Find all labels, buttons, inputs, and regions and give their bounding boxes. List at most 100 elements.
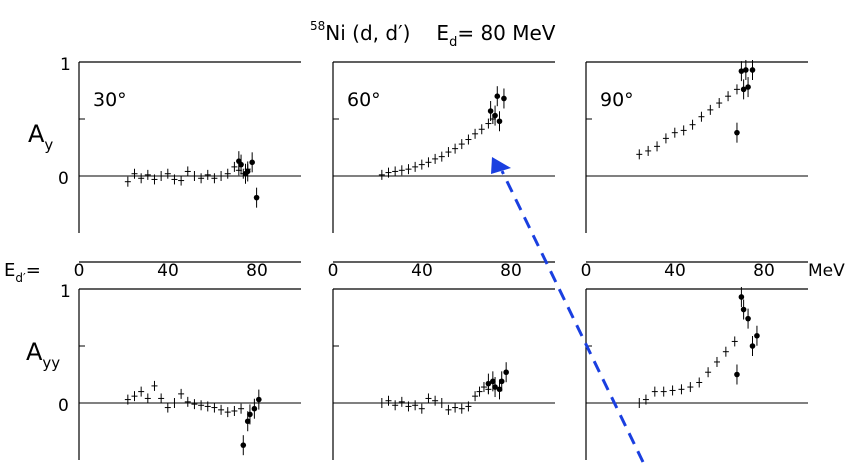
panel-Ay-30: 30° [78, 61, 301, 233]
filled-data-point [749, 59, 756, 80]
title-beam-sub: d [449, 35, 457, 50]
data-point [485, 118, 492, 129]
data-point [716, 98, 723, 109]
filled-data-point [487, 101, 494, 122]
data-point [418, 403, 425, 414]
data-point [144, 169, 151, 180]
data-point [198, 400, 205, 411]
filled-point-dot [240, 442, 247, 448]
data-point [238, 403, 245, 414]
filled-data-point [238, 154, 244, 175]
data-point [131, 391, 138, 402]
filled-data-point [498, 371, 505, 392]
filled-data-point [501, 88, 507, 109]
data-point [705, 367, 712, 378]
data-point [669, 385, 676, 396]
row-label-ayy-sub: yy [42, 354, 60, 372]
xtick-p3-40: 40 [664, 261, 686, 281]
data-point [452, 402, 459, 413]
row-label-ay-sub: y [44, 136, 53, 154]
data-point [425, 157, 432, 168]
data-point [178, 175, 185, 186]
data-point [698, 111, 705, 122]
filled-data-point [749, 336, 756, 356]
xtick-p2-0: 0 [328, 261, 339, 281]
panel-Ayy-90 [585, 286, 808, 460]
filled-point-dot [244, 168, 251, 175]
data-point [458, 403, 465, 414]
filled-point-dot [503, 369, 509, 376]
filled-point-dot [498, 378, 505, 385]
filled-point-dot [492, 384, 498, 390]
data-point [432, 153, 439, 164]
data-point [385, 167, 392, 178]
filled-data-point [745, 77, 751, 98]
data-point [432, 395, 439, 406]
data-point [689, 119, 696, 130]
data-point [138, 386, 145, 397]
xaxis-label-suffix: = [26, 260, 41, 281]
filled-point-dot [749, 343, 756, 349]
filled-point-dot [738, 68, 745, 74]
filled-point-dot [749, 67, 756, 73]
data-point [405, 401, 412, 412]
xtick-p2-80: 80 [500, 261, 522, 281]
data-point [211, 173, 218, 184]
data-point [687, 382, 694, 393]
xaxis-unit: MeV [808, 261, 845, 281]
data-point [445, 147, 452, 158]
data-point [204, 401, 211, 412]
title-beam: E [436, 21, 449, 45]
filled-point-dot [496, 386, 503, 393]
xaxis-label-sub: d′ [15, 271, 26, 285]
data-point [224, 168, 231, 179]
data-point [660, 386, 667, 397]
filled-point-dot [734, 129, 740, 136]
panel-angle-label: 90° [600, 89, 634, 111]
data-point [164, 402, 171, 413]
xtick-p1-0: 0 [74, 261, 85, 281]
filled-point-dot [247, 411, 253, 418]
data-point [204, 169, 211, 180]
data-point [151, 380, 158, 391]
data-point [452, 143, 459, 154]
data-point [645, 145, 652, 156]
data-point [476, 386, 483, 397]
title-reaction: Ni (d, d′) [325, 21, 410, 45]
filled-data-point [740, 299, 747, 320]
data-point [171, 174, 178, 185]
data-point [124, 394, 131, 405]
arrow-shaft [500, 170, 645, 463]
data-point [184, 396, 191, 407]
filled-point-dot [490, 378, 496, 385]
data-point [158, 393, 165, 404]
panel-angle-label: 30° [93, 89, 127, 111]
xtick-p1-40: 40 [157, 261, 179, 281]
filled-point-dot [745, 315, 751, 322]
xaxis-label-main: E [4, 260, 15, 281]
xtick-p3-0: 0 [581, 261, 592, 281]
data-point [642, 394, 649, 405]
data-point [178, 388, 185, 399]
data-point [725, 91, 732, 102]
filled-data-point [249, 152, 255, 173]
data-point [662, 133, 669, 144]
row-label-ay: Ay [28, 120, 53, 154]
data-point [171, 398, 178, 408]
figure-title: 58Ni (d, d′) Ed= 80 MeV [310, 19, 556, 50]
filled-data-point [743, 59, 749, 80]
data-point [651, 386, 658, 397]
data-point [636, 149, 643, 160]
panels: 30° 60° 90° [78, 59, 808, 460]
data-point [224, 407, 231, 418]
data-point [218, 404, 225, 415]
filled-data-point [738, 286, 745, 307]
data-point [438, 398, 445, 408]
title-superscript: 58 [310, 19, 325, 33]
panel-Ay-60: 60° [332, 61, 555, 233]
data-point [158, 171, 165, 181]
filled-point-dot [501, 95, 507, 102]
data-point [405, 164, 412, 175]
filled-data-point [734, 122, 740, 143]
